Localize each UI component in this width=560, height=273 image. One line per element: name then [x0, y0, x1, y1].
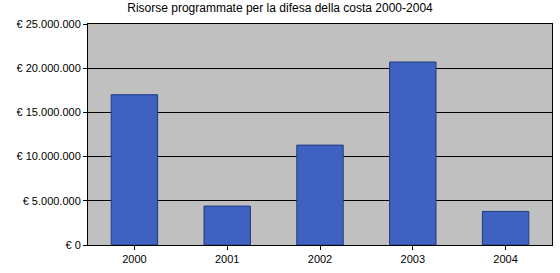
svg-text:€ 10.000.000: € 10.000.000: [17, 150, 81, 162]
svg-text:2001: 2001: [215, 253, 239, 265]
svg-text:€ 20.000.000: € 20.000.000: [17, 62, 81, 74]
svg-text:€ 0: € 0: [66, 239, 81, 251]
svg-text:€ 15.000.000: € 15.000.000: [17, 106, 81, 118]
svg-text:€ 5.000.000: € 5.000.000: [23, 195, 81, 207]
svg-text:2000: 2000: [122, 253, 146, 265]
svg-text:2004: 2004: [493, 253, 517, 265]
svg-text:2002: 2002: [308, 253, 332, 265]
svg-text:Risorse programmate per la dif: Risorse programmate per la difesa della …: [127, 1, 433, 15]
svg-text:€ 25.000.000: € 25.000.000: [17, 18, 81, 30]
svg-text:2003: 2003: [401, 253, 425, 265]
